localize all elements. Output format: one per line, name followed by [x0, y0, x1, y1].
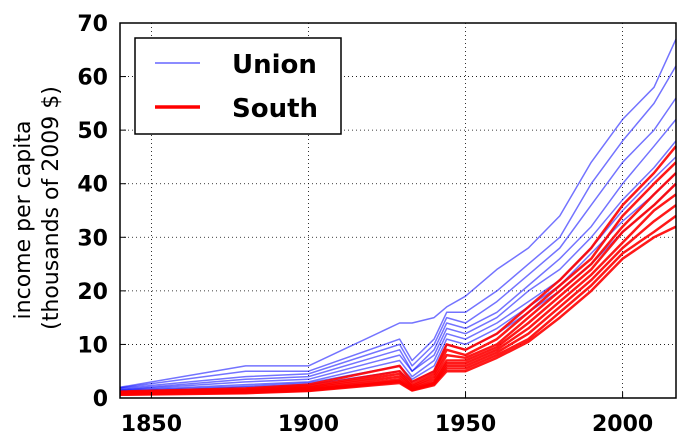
series-line-south-8: [119, 145, 677, 393]
y-axis-label-line1: income per capita: [11, 121, 36, 320]
legend-label-south: South: [232, 94, 318, 124]
x-tick-label: 1950: [435, 412, 496, 437]
series-line-union-1: [119, 65, 677, 389]
y-tick-label: 30: [77, 226, 108, 251]
series-line-south-9: [119, 161, 677, 394]
series-line-south-10: [119, 172, 677, 394]
x-tick-label: 1900: [278, 412, 339, 437]
legend: Union South: [134, 37, 342, 135]
y-tick-label: 10: [77, 333, 108, 358]
y-tick-label: 40: [77, 173, 108, 198]
series-line-union-4: [119, 140, 677, 391]
series-line-south-15: [119, 225, 677, 397]
x-tick-label: 1850: [121, 412, 182, 437]
series-line-union-3: [119, 118, 677, 391]
series-line-union-2: [119, 97, 677, 390]
y-tick-label: 20: [77, 280, 108, 305]
legend-box: [134, 37, 342, 135]
series-line-south-14: [119, 214, 677, 396]
y-tick-label: 50: [77, 119, 108, 144]
legend-label-union: Union: [232, 50, 317, 80]
y-axis-label: income per capita (thousands of 2009 $): [11, 86, 64, 330]
y-tick-label: 0: [93, 387, 108, 412]
x-tick-label: 2000: [592, 412, 653, 437]
series-lines: [119, 38, 677, 397]
axis-ticks: 1850 1900 1950 2000 0 10 20 30 40 50 60 70: [77, 12, 653, 437]
series-line-union-0: [119, 38, 677, 389]
y-tick-label: 60: [77, 66, 108, 91]
y-axis-label-line2: (thousands of 2009 $): [39, 86, 64, 330]
plot-frame: [119, 22, 677, 399]
series-line-union-6: [119, 172, 677, 392]
y-tick-label: 70: [77, 12, 108, 37]
series-line-south-11: [119, 182, 677, 395]
series-line-union-5: [119, 156, 677, 392]
